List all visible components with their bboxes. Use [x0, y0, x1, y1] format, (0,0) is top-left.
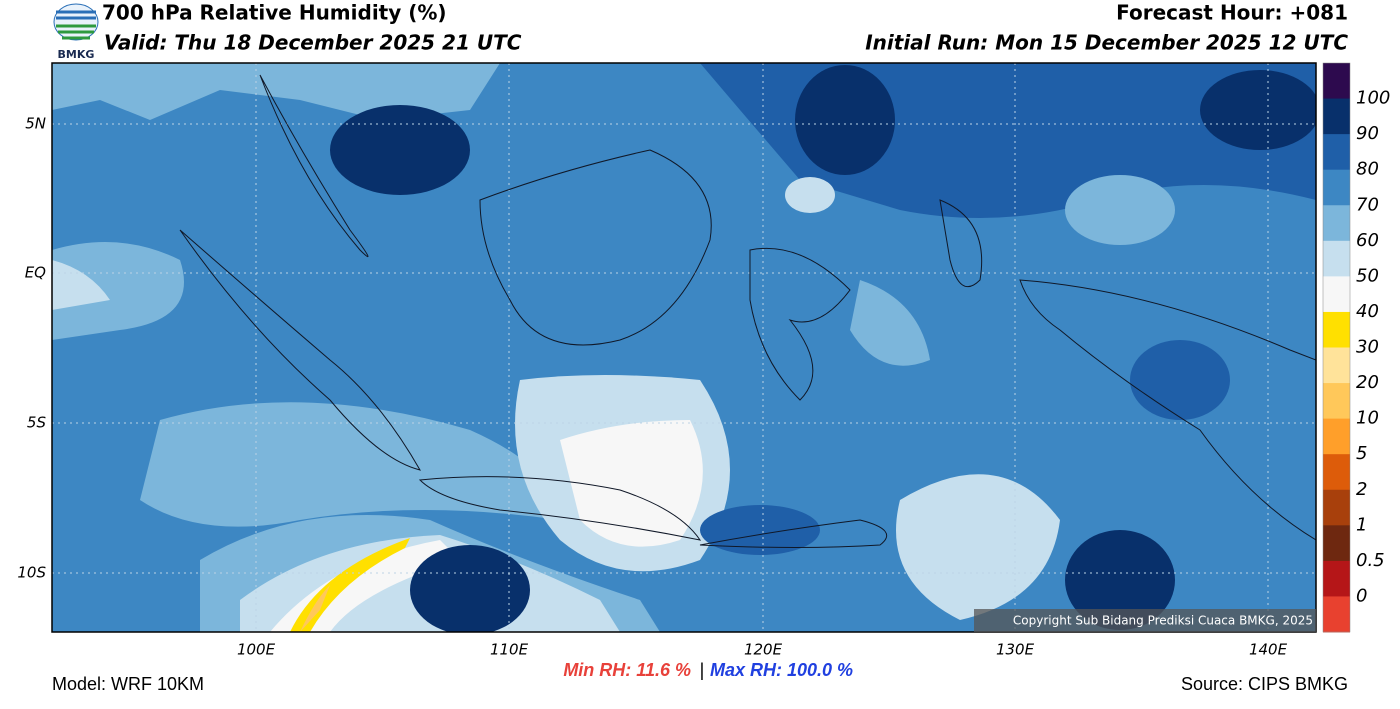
- colorbar-label: 100: [1356, 88, 1390, 109]
- colorbar-segment: [1323, 596, 1350, 633]
- initial-run: Initial Run: Mon 15 December 2025 12 UTC: [865, 31, 1348, 55]
- colorbar-label: 0.5: [1356, 550, 1385, 571]
- lat-label: EQ: [25, 264, 46, 282]
- logo-text: BMKG: [58, 48, 95, 61]
- colorbar-label: 90: [1356, 123, 1379, 144]
- colorbar-segment: [1323, 525, 1350, 562]
- colorbar-segment: [1323, 134, 1350, 171]
- colorbar: 100 90 80 70 60 50 40 30 20 10 5 2 1 0.5 0: [1322, 62, 1390, 633]
- coastlines: [179, 74, 1316, 548]
- separator: |: [700, 660, 705, 680]
- colorbar-frame: [1322, 62, 1351, 633]
- lon-label: 120E: [744, 641, 783, 659]
- colorbar-segment: [1323, 63, 1350, 100]
- colorbar-label: 2: [1356, 479, 1367, 500]
- colorbar-label: 20: [1356, 372, 1379, 393]
- humidity-field: [52, 63, 1316, 632]
- colorbar-segment: [1323, 98, 1350, 135]
- colorbar-segment: [1323, 311, 1350, 348]
- max-rh: Max RH: 100.0 %: [710, 660, 853, 680]
- colorbar-segment: [1323, 205, 1350, 242]
- map-frame: [51, 62, 1317, 633]
- lat-label: 10S: [17, 564, 46, 582]
- colorbar-segment: [1323, 418, 1350, 455]
- copyright-box: [974, 609, 1316, 632]
- colorbar-label: 80: [1356, 159, 1379, 180]
- colorbar-label: 10: [1356, 408, 1379, 429]
- colorbar-label: 30: [1356, 337, 1379, 358]
- forecast-hour: Forecast Hour: +081: [1116, 1, 1348, 25]
- colorbar-label: 0: [1356, 585, 1367, 606]
- lon-label: 100E: [237, 641, 276, 659]
- colorbar-label: 5: [1356, 443, 1367, 464]
- lat-label: 5S: [27, 414, 47, 432]
- lat-label: 5N: [25, 115, 46, 133]
- colorbar-segment: [1323, 240, 1350, 277]
- colorbar-segment: [1323, 560, 1350, 597]
- gridlines: [52, 63, 1316, 632]
- source: Source: CIPS BMKG: [1181, 674, 1348, 694]
- colorbar-segment: [1323, 489, 1350, 526]
- colorbar-label: 70: [1356, 194, 1379, 215]
- colorbar-label: 50: [1356, 265, 1379, 286]
- colorbar-label: 60: [1356, 230, 1379, 251]
- colorbar-segment: [1323, 383, 1350, 420]
- colorbar-segment: [1323, 454, 1350, 491]
- colorbar-label: 40: [1356, 301, 1379, 322]
- colorbar-segment: [1323, 169, 1350, 206]
- lon-label: 130E: [996, 641, 1035, 659]
- title: 700 hPa Relative Humidity (%): [102, 1, 447, 25]
- colorbar-segment: [1323, 276, 1350, 313]
- logo: BMKG: [53, 3, 99, 61]
- model: Model: WRF 10KM: [52, 674, 204, 694]
- lon-label: 110E: [490, 641, 529, 659]
- colorbar-segment: [1323, 347, 1350, 384]
- valid-time: Valid: Thu 18 December 2025 21 UTC: [104, 31, 522, 55]
- copyright: Copyright Sub Bidang Prediksi Cuaca BMKG…: [1013, 614, 1313, 628]
- min-rh: Min RH: 11.6 %: [563, 660, 691, 680]
- colorbar-label: 1: [1356, 514, 1367, 535]
- lon-label: 140E: [1249, 641, 1288, 659]
